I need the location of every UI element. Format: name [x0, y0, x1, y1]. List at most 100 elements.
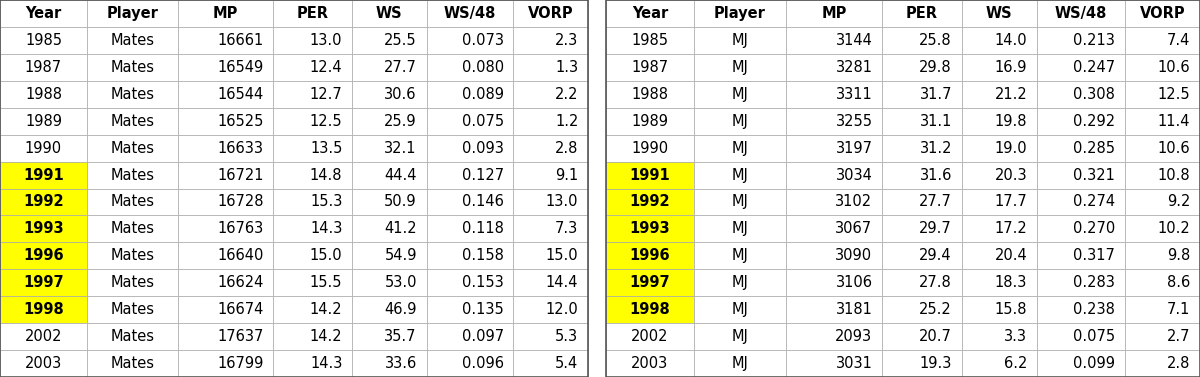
Bar: [961, 27, 1037, 54]
Text: 20.7: 20.7: [919, 329, 952, 344]
Bar: [882, 162, 961, 188]
Text: MJ: MJ: [732, 221, 749, 236]
Bar: [274, 162, 352, 188]
Text: 17.2: 17.2: [995, 221, 1027, 236]
Text: PER: PER: [906, 6, 938, 21]
Text: 1988: 1988: [25, 87, 62, 102]
Text: 3031: 3031: [835, 356, 872, 371]
Bar: [352, 323, 426, 350]
Text: 0.080: 0.080: [462, 60, 504, 75]
Bar: [514, 108, 588, 135]
Text: 0.308: 0.308: [1073, 87, 1115, 102]
Text: 15.5: 15.5: [310, 275, 342, 290]
Text: 1985: 1985: [25, 33, 62, 48]
Text: 12.5: 12.5: [1158, 87, 1190, 102]
Text: PER: PER: [296, 6, 329, 21]
Bar: [1037, 188, 1124, 215]
Text: 16633: 16633: [217, 141, 264, 156]
Bar: [86, 269, 178, 296]
Bar: [178, 108, 274, 135]
Bar: [606, 0, 1200, 377]
Text: MJ: MJ: [732, 302, 749, 317]
Text: 14.8: 14.8: [310, 167, 342, 182]
Text: 3144: 3144: [835, 33, 872, 48]
Text: Mates: Mates: [110, 356, 155, 371]
Text: 1997: 1997: [630, 275, 671, 290]
Bar: [86, 215, 178, 242]
Bar: [961, 350, 1037, 377]
Bar: [426, 81, 514, 108]
Text: 31.2: 31.2: [919, 141, 952, 156]
Bar: [606, 323, 694, 350]
Text: 14.2: 14.2: [310, 302, 342, 317]
Bar: [426, 323, 514, 350]
Text: 16.9: 16.9: [995, 60, 1027, 75]
Text: 25.8: 25.8: [919, 33, 952, 48]
Text: 1998: 1998: [630, 302, 671, 317]
Text: MJ: MJ: [732, 114, 749, 129]
Text: 8.6: 8.6: [1168, 275, 1190, 290]
Bar: [86, 108, 178, 135]
Text: 1990: 1990: [25, 141, 62, 156]
Bar: [0, 0, 588, 377]
Text: Year: Year: [631, 6, 668, 21]
Bar: [1124, 81, 1200, 108]
Bar: [606, 135, 694, 162]
Bar: [1037, 27, 1124, 54]
Bar: [86, 242, 178, 269]
Bar: [961, 188, 1037, 215]
Bar: [426, 27, 514, 54]
Text: Mates: Mates: [110, 141, 155, 156]
Bar: [0, 135, 86, 162]
Text: 2.8: 2.8: [556, 141, 578, 156]
Text: 7.3: 7.3: [556, 221, 578, 236]
Text: 1998: 1998: [23, 302, 64, 317]
Bar: [961, 0, 1037, 27]
Text: 15.0: 15.0: [546, 248, 578, 263]
Bar: [786, 54, 882, 81]
Bar: [1037, 108, 1124, 135]
Text: 1996: 1996: [23, 248, 64, 263]
Bar: [882, 54, 961, 81]
Bar: [1124, 188, 1200, 215]
Bar: [1124, 350, 1200, 377]
Text: Year: Year: [25, 6, 61, 21]
Text: 17637: 17637: [217, 329, 264, 344]
Text: Mates: Mates: [110, 33, 155, 48]
Text: 3102: 3102: [835, 195, 872, 210]
Text: 16624: 16624: [217, 275, 264, 290]
Bar: [352, 296, 426, 323]
Text: MJ: MJ: [732, 141, 749, 156]
Bar: [606, 350, 694, 377]
Bar: [426, 0, 514, 27]
Bar: [694, 269, 786, 296]
Bar: [882, 188, 961, 215]
Text: 44.4: 44.4: [384, 167, 416, 182]
Bar: [606, 242, 694, 269]
Text: 32.1: 32.1: [384, 141, 416, 156]
Text: 3197: 3197: [835, 141, 872, 156]
Bar: [352, 350, 426, 377]
Bar: [514, 0, 588, 27]
Bar: [86, 81, 178, 108]
Bar: [274, 54, 352, 81]
Text: 33.6: 33.6: [385, 356, 416, 371]
Bar: [0, 323, 86, 350]
Text: 2002: 2002: [631, 329, 668, 344]
Bar: [786, 81, 882, 108]
Text: MP: MP: [821, 6, 847, 21]
Bar: [1124, 54, 1200, 81]
Text: 14.0: 14.0: [995, 33, 1027, 48]
Bar: [694, 135, 786, 162]
Text: 14.2: 14.2: [310, 329, 342, 344]
Bar: [0, 188, 86, 215]
Text: 12.5: 12.5: [310, 114, 342, 129]
Bar: [694, 27, 786, 54]
Text: 0.270: 0.270: [1073, 221, 1115, 236]
Text: 3255: 3255: [835, 114, 872, 129]
Text: 1.2: 1.2: [556, 114, 578, 129]
Bar: [426, 242, 514, 269]
Text: 1992: 1992: [23, 195, 64, 210]
Text: 13.0: 13.0: [310, 33, 342, 48]
Bar: [961, 215, 1037, 242]
